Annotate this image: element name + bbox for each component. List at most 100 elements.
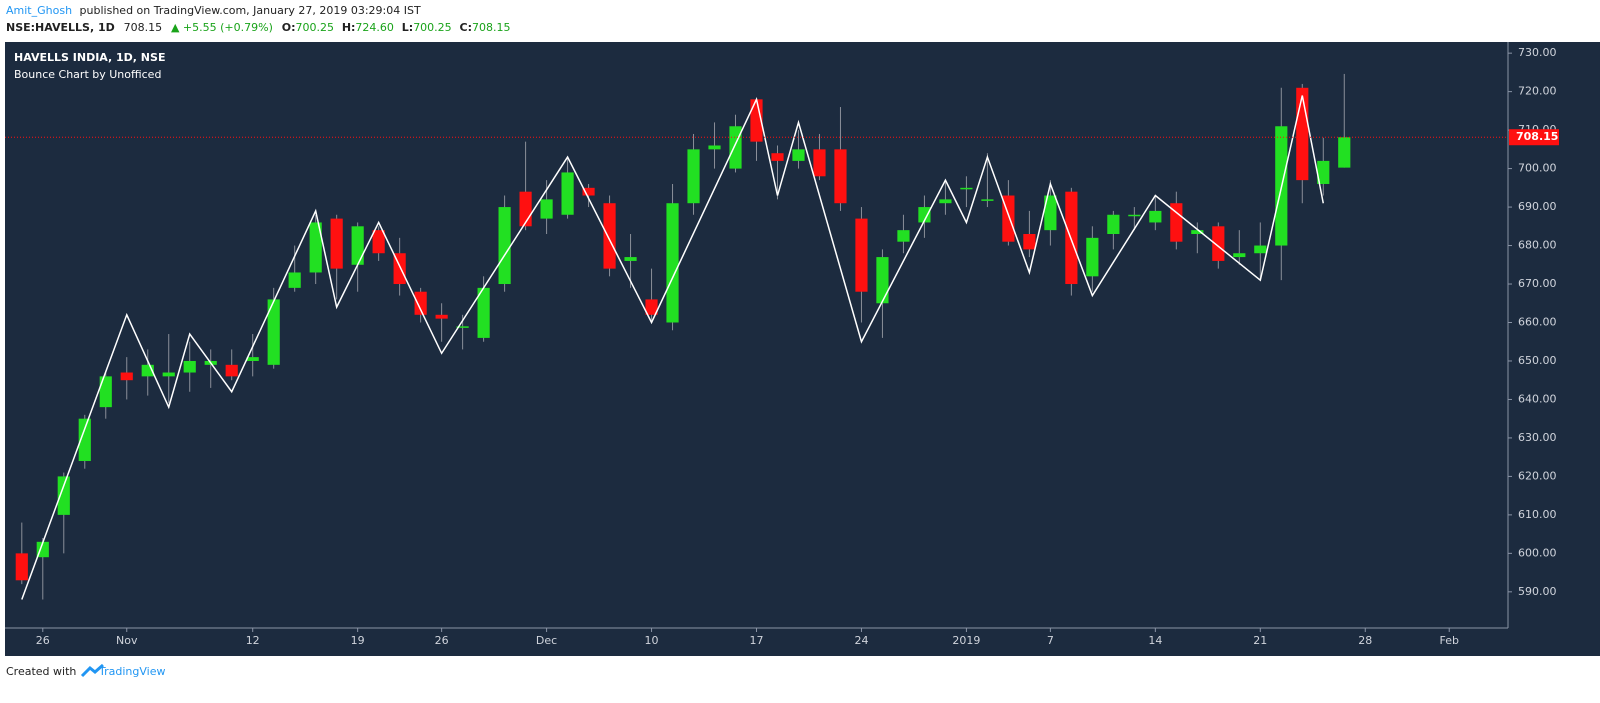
x-tick-label: 26 xyxy=(36,634,50,647)
candle-body xyxy=(645,299,658,315)
candle-body xyxy=(498,207,511,285)
y-tick-label: 590.00 xyxy=(1518,585,1557,598)
chart-subtitle: Bounce Chart by Unofficed xyxy=(14,68,161,81)
ohlc-value: 724.60 xyxy=(355,21,394,34)
candle-body xyxy=(183,360,196,373)
ohlc-label: H: xyxy=(342,21,356,34)
time-axis xyxy=(5,628,1600,656)
quote-line: NSE:HAVELLS, 1D 708.15 ▲ +5.55 (+0.79%) … xyxy=(6,21,511,34)
candle-body xyxy=(1149,210,1162,223)
x-tick-label: Nov xyxy=(116,634,138,647)
candle-body xyxy=(1338,137,1351,168)
y-tick-label: 720.00 xyxy=(1518,85,1557,98)
candle-body xyxy=(435,314,448,319)
x-tick-label: 21 xyxy=(1253,634,1267,647)
y-tick-label: 620.00 xyxy=(1518,469,1557,482)
candle-body xyxy=(960,187,973,190)
candle-body xyxy=(225,364,238,377)
candle-body xyxy=(330,218,343,269)
plot: 590.00 600.00 610.00 620.00 630.00 640.00 650.… xyxy=(5,46,1559,647)
header-line: Amit_Ghosh published on TradingView.com,… xyxy=(6,4,421,17)
ohlc-value: 700.25 xyxy=(295,21,334,34)
x-tick-label: 7 xyxy=(1047,634,1054,647)
candle-body xyxy=(477,287,490,338)
candle-body xyxy=(246,357,259,361)
candle-body xyxy=(540,199,553,219)
ohlc-value: 700.25 xyxy=(413,21,452,34)
candle-body xyxy=(855,218,868,292)
y-tick-label: 640.00 xyxy=(1518,392,1557,405)
candle-body xyxy=(813,149,826,177)
ohlc-value: 708.15 xyxy=(472,21,511,34)
candle-body xyxy=(792,149,805,161)
y-tick-label: 630.00 xyxy=(1518,431,1557,444)
candle-body xyxy=(1212,226,1225,261)
candle-body xyxy=(162,372,175,377)
candle-body xyxy=(834,149,847,204)
candle-body xyxy=(561,172,574,215)
candle-body xyxy=(456,326,469,328)
candle-body xyxy=(36,541,49,558)
candle-body xyxy=(582,187,595,196)
candle-body xyxy=(981,199,994,201)
candle-body xyxy=(15,553,28,581)
y-tick-label: 610.00 xyxy=(1518,508,1557,521)
y-tick-label: 680.00 xyxy=(1518,239,1557,252)
candle-body xyxy=(78,418,91,462)
x-tick-label: 14 xyxy=(1148,634,1162,647)
ohlc-label: L: xyxy=(402,21,413,34)
candle-body xyxy=(1107,214,1120,234)
x-tick-label: 26 xyxy=(435,634,449,647)
price: 708.15 xyxy=(124,21,163,34)
candle-body xyxy=(918,207,931,223)
candle-body xyxy=(120,372,133,381)
last-price-label: 708.15 xyxy=(1516,130,1558,143)
y-tick-label: 690.00 xyxy=(1518,200,1557,213)
candle-body xyxy=(288,272,301,288)
candle-body xyxy=(57,476,70,515)
candle-body xyxy=(309,222,322,273)
candle-body xyxy=(1170,203,1183,242)
candle-body xyxy=(1086,237,1099,277)
zigzag-line xyxy=(21,95,1325,600)
logo xyxy=(80,663,104,678)
candle-body xyxy=(876,257,889,304)
chart-title: HAVELLS INDIA, 1D, NSE xyxy=(14,51,165,64)
candle-body xyxy=(414,291,427,315)
candle-body xyxy=(1044,195,1057,231)
candle-body xyxy=(897,230,910,242)
y-tick-label: 660.00 xyxy=(1518,315,1557,328)
candle-body xyxy=(351,226,364,265)
candle-body xyxy=(1023,233,1036,250)
candle-body xyxy=(771,153,784,161)
candle-body xyxy=(99,376,112,408)
last-price-box xyxy=(1509,129,1559,146)
footer-brand[interactable]: TradingView xyxy=(98,665,165,678)
candle-body xyxy=(708,145,721,150)
y-tick-label: 700.00 xyxy=(1518,162,1557,175)
y-tick-label: 670.00 xyxy=(1518,277,1557,290)
candle-body xyxy=(1191,230,1204,234)
candle-body xyxy=(1128,214,1141,217)
candle-body xyxy=(624,257,637,261)
y-tick-label: 600.00 xyxy=(1518,546,1557,559)
x-tick-label: 2019 xyxy=(952,634,980,647)
x-tick-label: 28 xyxy=(1358,634,1372,647)
author[interactable]: Amit_Ghosh xyxy=(6,4,72,17)
candle-body xyxy=(1254,245,1267,254)
candle-body xyxy=(1296,87,1309,181)
ohlc-label: O: xyxy=(282,21,296,34)
candle-body xyxy=(939,199,952,204)
ohlc-label: C: xyxy=(460,21,472,34)
published: published on TradingView.com, January 27… xyxy=(80,4,421,17)
candle-body xyxy=(267,299,280,365)
y-tick-label: 650.00 xyxy=(1518,354,1557,367)
y-tick-label: 730.00 xyxy=(1518,46,1557,59)
candle-body xyxy=(1233,253,1246,258)
candle-body xyxy=(372,230,385,254)
footer-text: Created with xyxy=(6,665,76,678)
candle-body xyxy=(729,126,742,169)
x-tick-label: 12 xyxy=(246,634,260,647)
candle-body xyxy=(603,203,616,269)
